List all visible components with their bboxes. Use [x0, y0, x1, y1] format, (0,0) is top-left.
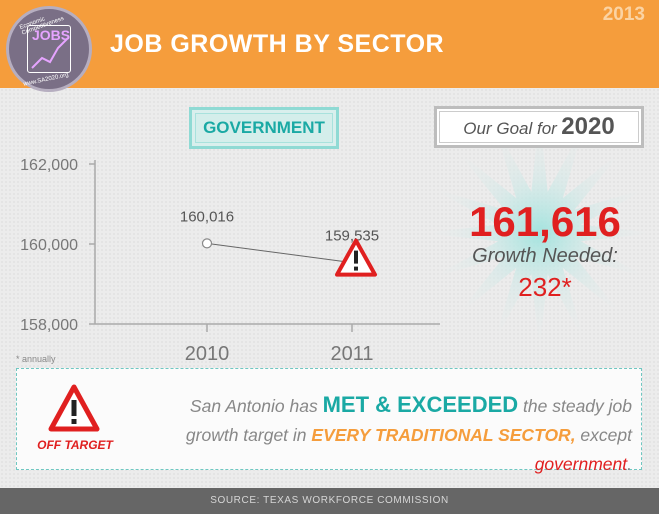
message-highlight-met-exceeded: MET & EXCEEDED	[322, 392, 519, 417]
sector-label-box: GOVERNMENT	[189, 107, 339, 149]
message-box	[16, 368, 642, 470]
goal-value: 161,616	[469, 198, 621, 245]
goal-year: 2020	[561, 113, 615, 140]
starburst-icon	[421, 118, 658, 351]
logo-word: JOBS	[32, 27, 71, 43]
message-part-2: the steady job growth target in	[185, 396, 632, 445]
growth-needed-label: Growth Needed:	[472, 245, 618, 267]
year-badge: 2013	[602, 4, 645, 25]
message-highlight-every-sector: EVERY TRADITIONAL SECTOR,	[311, 425, 576, 445]
warning-marker-icon	[335, 238, 377, 277]
data-label: 160,016	[180, 208, 234, 225]
page-title: JOB GROWTH BY SECTOR	[110, 30, 445, 58]
y-tick-label: 162,000	[20, 157, 78, 174]
logo-arc-bottom: www.SA2020.org	[22, 72, 70, 88]
footnote: * annually	[16, 354, 56, 364]
message-highlight-government: government	[534, 454, 628, 474]
message-part-3: except	[575, 425, 632, 445]
goal-prefix: Our Goal for	[463, 119, 557, 138]
series-line	[206, 242, 353, 264]
message-text: San Antonio has MET & EXCEEDED the stead…	[134, 390, 632, 479]
line-chart: 162,000 160,000 158,000 2010 2011 160,016 159,…	[0, 150, 440, 370]
data-label: 159,535	[325, 228, 379, 245]
growth-needed-value: 232*	[518, 272, 572, 302]
warning-icon	[48, 384, 100, 432]
header-bar: Economic Competitiveness JOBS www.SA2020…	[0, 0, 659, 92]
message-part-4: .	[627, 454, 632, 474]
data-point	[201, 238, 213, 249]
chart-svg: 162,000 160,000 158,000 2010 2011 160,016 159,…	[20, 157, 440, 365]
y-tick-label: 160,000	[20, 237, 78, 254]
sector-label: GOVERNMENT	[195, 113, 333, 143]
x-tick-label: 2010	[185, 343, 230, 365]
logo-chart-icon	[27, 25, 71, 73]
y-tick-label: 158,000	[20, 317, 78, 334]
x-tick-label: 2011	[330, 343, 373, 365]
goal-box: Our Goal for 2020	[434, 106, 644, 148]
message-part-1: San Antonio has	[189, 396, 323, 416]
off-target-label: OFF TARGET	[37, 438, 113, 452]
source-footer: SOURCE: TEXAS WORKFORCE COMMISSION	[0, 488, 659, 514]
jobs-logo: Economic Competitiveness JOBS www.SA2020…	[6, 6, 92, 92]
